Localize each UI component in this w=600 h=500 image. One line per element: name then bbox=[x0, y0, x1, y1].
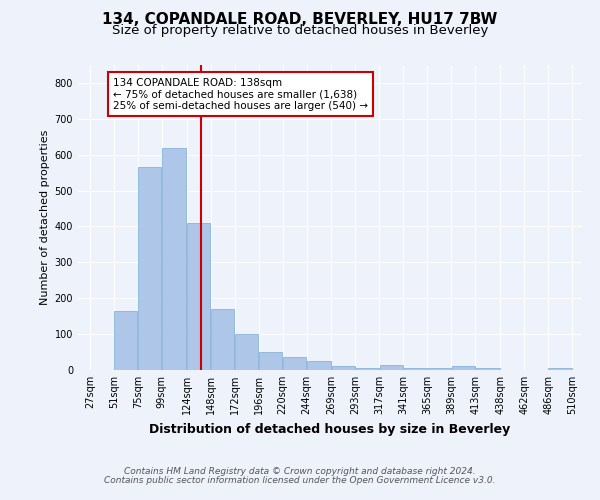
Bar bbox=[404, 368, 427, 370]
Text: 134 COPANDALE ROAD: 138sqm
← 75% of detached houses are smaller (1,638)
25% of s: 134 COPANDALE ROAD: 138sqm ← 75% of deta… bbox=[113, 78, 368, 111]
Bar bbox=[428, 368, 451, 370]
Bar bbox=[307, 361, 331, 370]
Bar bbox=[476, 368, 500, 370]
Bar bbox=[187, 223, 211, 370]
Bar bbox=[548, 368, 572, 370]
Text: Size of property relative to detached houses in Beverley: Size of property relative to detached ho… bbox=[112, 24, 488, 37]
Bar bbox=[380, 364, 403, 370]
Bar bbox=[259, 352, 282, 370]
Text: 134, COPANDALE ROAD, BEVERLEY, HU17 7BW: 134, COPANDALE ROAD, BEVERLEY, HU17 7BW bbox=[103, 12, 497, 28]
Y-axis label: Number of detached properties: Number of detached properties bbox=[40, 130, 50, 305]
Bar bbox=[138, 168, 161, 370]
Bar bbox=[283, 358, 306, 370]
Bar bbox=[332, 366, 355, 370]
Text: Contains HM Land Registry data © Crown copyright and database right 2024.: Contains HM Land Registry data © Crown c… bbox=[124, 467, 476, 476]
Bar bbox=[211, 309, 234, 370]
Bar bbox=[356, 368, 379, 370]
Bar bbox=[115, 311, 137, 370]
Bar bbox=[235, 334, 258, 370]
Text: Contains public sector information licensed under the Open Government Licence v3: Contains public sector information licen… bbox=[104, 476, 496, 485]
Bar bbox=[452, 366, 475, 370]
Bar bbox=[162, 148, 187, 370]
X-axis label: Distribution of detached houses by size in Beverley: Distribution of detached houses by size … bbox=[149, 422, 511, 436]
